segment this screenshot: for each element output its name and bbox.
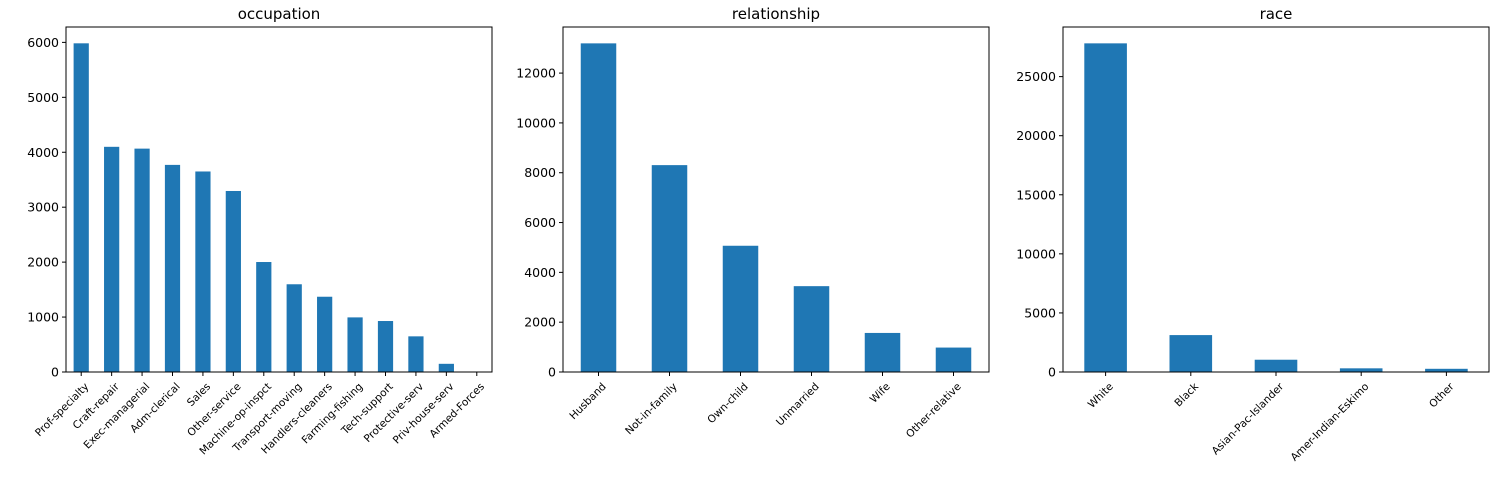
bar-Farming-fishing	[347, 317, 363, 372]
chart-panel-relationship: relationship Husband Not-in-family Own-chil…	[516, 5, 990, 441]
bar-Exec-managerial	[134, 148, 150, 372]
x-tick-label: Husband	[567, 381, 608, 422]
bar-Transport-moving	[286, 284, 302, 372]
x-tick-label: Wife	[868, 381, 893, 406]
y-tick-label: 0	[548, 365, 556, 380]
y-tick-label: 2000	[27, 255, 59, 270]
y-tick-label: 0	[51, 365, 59, 380]
bar-Prof-specialty	[73, 43, 89, 373]
bar-Other-service	[225, 190, 241, 372]
chart-title: occupation	[238, 5, 321, 23]
x-tick-label: Sales	[185, 381, 213, 409]
bar-Unmarried	[793, 286, 830, 372]
chart-title: race	[1260, 5, 1293, 23]
bar-Amer-Indian-Eskimo	[1339, 368, 1383, 372]
bar-Own-child	[722, 245, 759, 372]
y-tick-label: 8000	[524, 165, 556, 180]
bar-Other	[1425, 368, 1468, 372]
bar-Craft-repair	[104, 146, 120, 372]
y-tick-label: 0	[1048, 365, 1056, 380]
y-tick-label: 10000	[516, 115, 556, 130]
bar-Protective-serv	[408, 336, 424, 372]
bar-White	[1084, 43, 1127, 373]
bar-Black	[1169, 335, 1213, 372]
bar-Husband	[580, 43, 617, 373]
chart-title: relationship	[732, 5, 820, 23]
bar-Other-relative	[935, 347, 972, 372]
y-tick-label: 2000	[524, 315, 556, 330]
axes-frame	[562, 26, 990, 373]
x-tick-label: Own-child	[705, 381, 750, 426]
y-tick-label: 4000	[27, 145, 59, 160]
y-tick-label: 3000	[27, 200, 59, 215]
bar-Handlers-cleaners	[317, 296, 333, 372]
y-tick-label: 6000	[27, 35, 59, 50]
bar-Priv-house-serv	[438, 363, 454, 372]
x-tick-label: Black	[1172, 380, 1201, 409]
y-tick-label: 20000	[1016, 128, 1056, 143]
bar-Tech-support	[377, 321, 394, 372]
bar-Adm-clerical	[164, 164, 181, 372]
x-tick-label: Amer-Indian-Eskimo	[1288, 381, 1371, 464]
bar-Asian-Pac-Islander	[1254, 359, 1298, 372]
x-tick-label: Asian-Pac-Islander	[1210, 380, 1287, 457]
x-tick-label: Other-service	[185, 381, 243, 439]
x-tick-label: White	[1086, 381, 1116, 411]
x-tick-label: Not-in-family	[623, 381, 680, 438]
x-tick-label: Other	[1427, 380, 1457, 410]
x-tick-label: Armed-Forces	[427, 381, 487, 441]
axes-frame	[1062, 26, 1490, 373]
y-tick-label: 4000	[524, 265, 556, 280]
y-tick-label: 6000	[524, 215, 556, 230]
bar-Wife	[864, 332, 901, 372]
y-tick-label: 5000	[1024, 305, 1056, 320]
x-tick-label: Unmarried	[774, 381, 822, 429]
x-tick-label: Other-relative	[904, 381, 964, 441]
y-tick-label: 1000	[27, 310, 59, 325]
chart-panel-race: race White Black Asian-Pac-Islander Amer-Ind…	[1016, 5, 1490, 464]
bar-Sales	[195, 171, 211, 372]
y-tick-label: 15000	[1016, 187, 1056, 202]
y-tick-label: 25000	[1016, 69, 1056, 84]
y-tick-label: 12000	[516, 66, 556, 81]
y-tick-label: 5000	[27, 90, 59, 105]
chart-panel-occupation: occupationProf-specialtyCraft-repairExec…	[27, 5, 493, 457]
axes-frame	[65, 26, 493, 373]
bar-Not-in-family	[651, 165, 688, 372]
y-tick-label: 10000	[1016, 246, 1056, 261]
bar-Machine-op-inspct	[256, 262, 272, 372]
x-tick-label: Prof-specialty	[33, 381, 91, 439]
